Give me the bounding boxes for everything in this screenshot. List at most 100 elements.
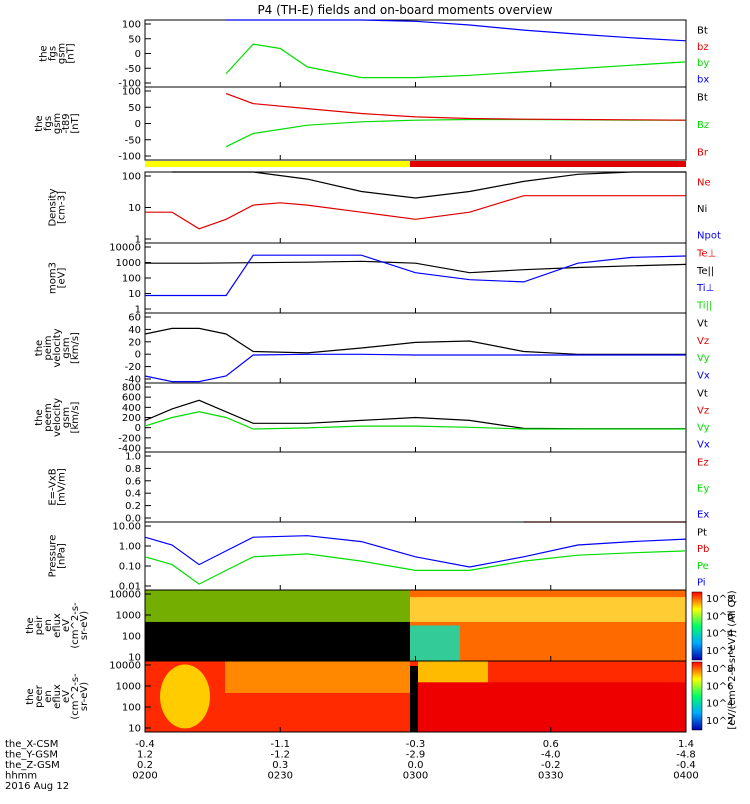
- series-by: [225, 43, 687, 79]
- y-axis-label: Density: [48, 188, 59, 226]
- legend-entry: Vz: [697, 406, 709, 417]
- colorbar-tick: 10^4: [706, 699, 733, 710]
- date-line: 2016 Aug 12: [5, 781, 69, 792]
- legend-entry: Pt: [697, 528, 707, 539]
- y-tick-label: 1000: [116, 611, 141, 622]
- y-axis-label: the: [39, 45, 50, 61]
- figure-title: P4 (TH-E) fields and on-board moments ov…: [257, 3, 552, 17]
- y-tick-label: 800: [122, 383, 141, 394]
- y-tick-label: 0.10: [119, 562, 141, 573]
- y-tick-label: 100: [122, 20, 141, 31]
- panel-axis: [144, 171, 687, 244]
- footer-value: -0.4: [135, 739, 155, 750]
- heatmap-patch: [410, 625, 460, 661]
- y-tick-label: 10: [128, 289, 141, 300]
- y-tick-label: 0.8: [125, 464, 141, 475]
- y-tick-label: 100: [122, 632, 141, 643]
- y-axis-label: (cm^2-s-: [70, 602, 81, 649]
- legend-entry: Vx: [697, 440, 710, 451]
- y-axis-label: [nPa]: [57, 543, 68, 569]
- panel-7: E=-VxB[mV/m] 1.00.80.6 0.40.2 0.0 Ez Ey Ex: [48, 451, 709, 525]
- y-tick-label: 600: [122, 393, 141, 404]
- y-tick-label: 10: [128, 203, 141, 214]
- y-axis-label: peer: [34, 684, 45, 708]
- y-tick-label: 0.01: [119, 582, 141, 593]
- colorbar: 10^8 10^6 10^4 10^2 10^8 10^6 10^4 10^2[eV/(cm^…: [691, 590, 738, 731]
- y-tick-label: 40: [128, 325, 141, 336]
- colorbar-tick: 10^4: [706, 629, 733, 640]
- panel-axis: [144, 19, 687, 88]
- y-axis-label: peem: [43, 403, 54, 431]
- y-axis-label: eflux: [52, 613, 63, 638]
- footer-row-label: hhmm: [5, 771, 37, 782]
- legend-entry: Bt: [697, 26, 708, 37]
- legend-entry: Br: [697, 148, 709, 159]
- panel-8: Pressure[nPa] 10.00 1.00 0.10 0.01 Pt Pb Pe Pi: [48, 521, 709, 593]
- y-tick-label: 100: [122, 274, 141, 285]
- y-axis-label: fgs: [43, 116, 54, 131]
- y-axis-label: eflux: [52, 684, 63, 709]
- legend-entry: bz: [697, 42, 709, 53]
- colorbar-label: [eV/(cm^2-s-sr-eV)] (All Qs): [727, 590, 738, 729]
- y-axis-label: the: [34, 340, 45, 356]
- colorbar-1: [691, 591, 703, 661]
- footer-value: -0.2: [541, 760, 561, 771]
- y-tick-label: 10: [128, 653, 141, 664]
- legend-entry: Te||: [696, 266, 714, 277]
- y-axis-label: velocity: [52, 398, 63, 437]
- footer-value: 0300: [403, 771, 428, 782]
- footer-row-label: the_X-CSM: [5, 739, 58, 750]
- y-tick-label: 200: [122, 413, 141, 424]
- y-axis-label: the: [25, 617, 36, 633]
- y-axis-label: [km/s]: [70, 401, 81, 433]
- legend-entry: Ne: [697, 178, 711, 189]
- y-axis-label: sr-eV): [79, 682, 90, 711]
- y-tick-label: 1: [135, 305, 141, 316]
- y-tick-label: 100: [122, 172, 141, 183]
- y-tick-label: -100: [118, 79, 141, 90]
- footer-value: 1.2: [137, 750, 153, 761]
- y-tick-label: 1000: [116, 258, 141, 269]
- footer-value: 0.6: [543, 739, 559, 750]
- legend-entry: Ez: [697, 458, 709, 469]
- legend-entry: Npot: [697, 231, 721, 242]
- y-axis-label: gsm: [52, 113, 63, 134]
- colorbar-tick: 10^8: [706, 664, 733, 675]
- colorbar-2: [691, 661, 703, 731]
- legend-entry: Pi: [697, 578, 706, 589]
- footer-value: 0.3: [272, 760, 288, 771]
- y-tick-label: 10: [128, 724, 141, 735]
- heatmap-band-upper: [145, 590, 410, 622]
- y-axis-label: Pressure: [48, 535, 59, 578]
- y-tick-label: 0.2: [125, 501, 141, 512]
- panel-3: Density[cm-3] 100 10 1 Ne Ni Npot: [48, 171, 721, 246]
- y-tick-label: 1000: [116, 682, 141, 693]
- y-axis-label: fgs: [48, 46, 59, 61]
- legend-entry: Ex: [697, 510, 709, 521]
- status-bar-yellow: [145, 161, 410, 167]
- y-tick-label: -50: [125, 135, 141, 146]
- legend-entry: bx: [697, 75, 709, 86]
- legend-entry: Ti⊥: [696, 283, 714, 294]
- y-axis-label: mom3: [48, 262, 59, 294]
- y-tick-label: 400: [122, 403, 141, 414]
- y-tick-label: 0: [135, 119, 141, 130]
- panel-axis: [144, 86, 687, 161]
- y-tick-label: 0: [135, 49, 141, 60]
- legend-entry: Ey: [697, 484, 709, 495]
- y-axis-label: [km/s]: [70, 332, 81, 364]
- panels: thefgsgsm[nT]100500-50-100Btbzbybxthefgs…: [25, 19, 721, 735]
- series-Ni: [172, 171, 686, 199]
- legend-entry: Ti||: [696, 301, 712, 312]
- panel-axis: [144, 312, 687, 384]
- y-axis-label: [cm-3]: [57, 191, 68, 224]
- legend-entry: by: [697, 58, 709, 69]
- heatmap-band: [225, 661, 410, 693]
- heatmap-band-right: [410, 597, 686, 622]
- heatmap-gap: [410, 666, 418, 732]
- footer-value: 0.2: [137, 760, 153, 771]
